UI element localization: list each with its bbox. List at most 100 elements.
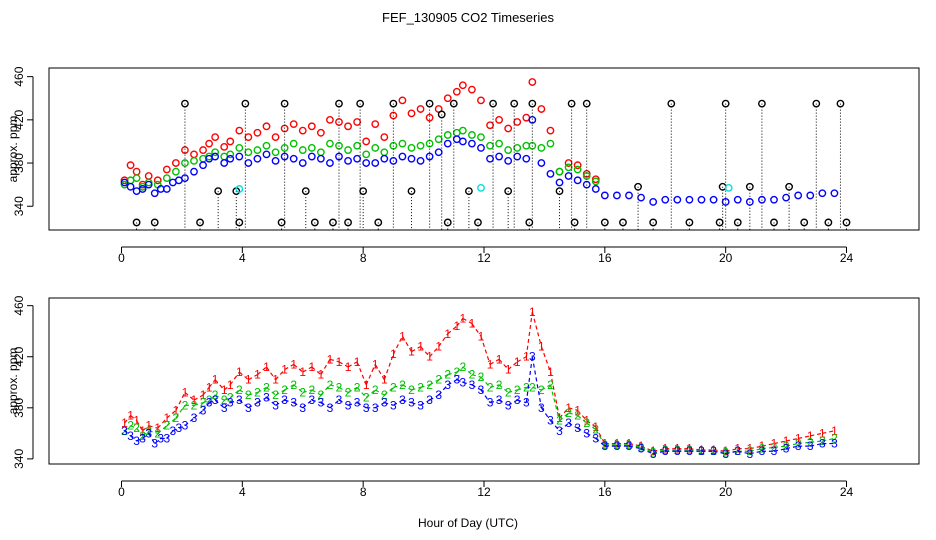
segment-2: [302, 389, 312, 394]
segment-2: [175, 404, 186, 419]
point-green: [307, 144, 316, 152]
point-1: 1: [435, 340, 442, 354]
point-2: 2: [807, 435, 814, 449]
point-cyan: [477, 183, 485, 192]
point-3: 3: [583, 426, 590, 440]
segment-2: [438, 374, 449, 381]
segment-1: [822, 430, 835, 434]
segment-3: [628, 445, 642, 450]
point-3: 3: [674, 444, 681, 458]
point-2: 2: [638, 440, 645, 454]
point-3: 3: [336, 393, 343, 407]
segment-2: [798, 441, 811, 445]
point-3: 3: [710, 444, 717, 458]
point-2: 2: [173, 411, 180, 425]
segment-1: [540, 346, 552, 373]
segment-1: [489, 358, 500, 365]
point-2: 2: [145, 424, 152, 438]
point-blue: [477, 144, 485, 152]
point-1: 1: [363, 378, 370, 392]
y-tick-label: 380: [12, 153, 26, 173]
point-red: [513, 118, 522, 126]
point-blue: [818, 189, 827, 198]
segment-1: [411, 346, 421, 353]
point-1: 1: [372, 357, 379, 371]
point-1: 1: [514, 355, 521, 369]
point-1: 1: [487, 357, 494, 371]
point-green: [573, 165, 582, 174]
point-1: 1: [417, 340, 424, 354]
segment-1: [374, 364, 385, 381]
point-3: 3: [698, 444, 705, 458]
point-3: 3: [170, 424, 177, 438]
segment-2: [347, 386, 358, 394]
segment-2: [229, 389, 240, 399]
segment-1: [130, 415, 137, 422]
point-3: 3: [523, 396, 530, 410]
point-green: [162, 174, 171, 183]
point-red: [220, 142, 229, 151]
point-black: [489, 99, 497, 108]
point-2: 2: [795, 437, 802, 451]
point-black: [510, 99, 519, 108]
segment-2: [456, 366, 464, 373]
point-3: 3: [290, 396, 297, 410]
segment-3: [230, 399, 240, 404]
segment-3: [311, 399, 322, 404]
point-green: [380, 148, 389, 157]
segment-3: [329, 399, 340, 409]
point-1: 1: [819, 426, 826, 440]
segment-1: [392, 336, 403, 355]
point-green: [537, 144, 546, 152]
segment-1: [516, 356, 527, 363]
segment-2: [248, 391, 258, 396]
segment-1: [525, 311, 533, 357]
segment-1: [136, 420, 144, 432]
point-blue: [199, 161, 207, 170]
point-black: [329, 218, 337, 227]
series-cyan: [235, 183, 733, 193]
segment-3: [356, 402, 367, 409]
segment-3: [480, 389, 491, 404]
point-1: 1: [221, 383, 228, 397]
point-1: 1: [592, 420, 599, 434]
segment-3: [640, 448, 654, 455]
point-2: 2: [281, 383, 288, 397]
top-data-marks: [120, 78, 851, 230]
point-black: [715, 218, 724, 227]
point-3: 3: [819, 437, 826, 451]
point-1: 1: [722, 444, 729, 458]
point-blue: [458, 137, 467, 146]
point-3: 3: [505, 398, 512, 412]
segment-2: [822, 437, 835, 442]
bottom-y-axis: 340 380 420 460: [12, 295, 34, 469]
point-green: [298, 146, 307, 154]
segment-2: [489, 384, 500, 388]
point-black: [335, 99, 343, 108]
point-blue: [613, 191, 621, 200]
point-3: 3: [547, 414, 554, 428]
point-3: 3: [460, 375, 467, 389]
point-3: 3: [722, 447, 729, 461]
segment-2: [653, 449, 666, 454]
segment-2: [498, 384, 509, 393]
point-2: 2: [556, 414, 563, 428]
segment-1: [785, 437, 799, 442]
point-3: 3: [263, 391, 270, 405]
y-tick-label: 420: [12, 346, 26, 366]
point-blue: [181, 174, 189, 183]
point-red: [244, 133, 253, 142]
point-blue: [220, 159, 229, 167]
segment-3: [653, 450, 666, 455]
segment-1: [568, 407, 578, 411]
point-3: 3: [759, 444, 766, 458]
point-blue: [486, 154, 494, 163]
segment-1: [577, 409, 588, 421]
point-2: 2: [245, 388, 252, 402]
point-1: 1: [212, 373, 219, 387]
point-blue: [362, 159, 371, 167]
point-blue: [443, 139, 452, 148]
point-green: [458, 126, 467, 135]
point-blue: [522, 154, 531, 163]
